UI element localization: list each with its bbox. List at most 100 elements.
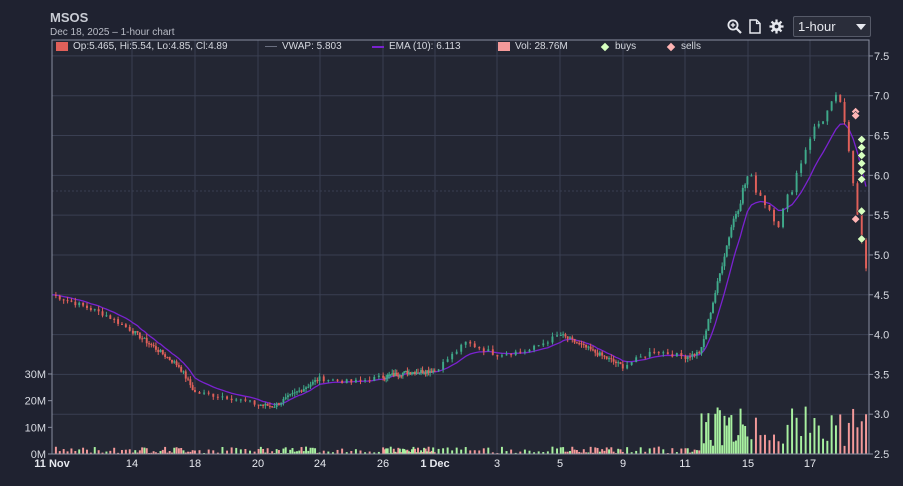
volume-bar <box>653 447 656 454</box>
candle-body <box>702 339 705 347</box>
candle-body <box>768 205 771 210</box>
volume-bar <box>856 427 859 454</box>
interval-select-value: 1-hour <box>798 19 836 34</box>
volume-bar <box>120 449 123 454</box>
volume-bar <box>293 451 296 454</box>
volume-bar <box>117 452 120 454</box>
volume-bar <box>662 449 665 454</box>
volume-tick-label: 20M <box>25 396 46 408</box>
candle-body <box>184 371 187 379</box>
time-tick-label: 1 Dec <box>420 458 449 470</box>
candle-body <box>120 323 123 325</box>
time-tick-label: 15 <box>742 458 754 470</box>
volume-bar <box>619 449 622 454</box>
candle-body <box>173 361 176 363</box>
volume-bar <box>689 452 692 454</box>
time-tick-label: 14 <box>126 458 138 470</box>
volume-axis: 30M 20M 10M 0M <box>25 369 52 461</box>
volume-bar <box>327 451 330 454</box>
candle-body <box>189 379 192 386</box>
candle-body <box>412 372 415 374</box>
candle-body <box>442 361 445 370</box>
candle-body <box>596 352 599 356</box>
sell-marker <box>851 111 861 121</box>
chart-legend: Op:5.465, Hi:5.54, Lo:4.85, Cl:4.89 VWAP… <box>52 40 869 55</box>
volume-bar <box>400 452 403 454</box>
candle-body <box>610 358 613 360</box>
candle-body <box>514 351 517 355</box>
volume-bar <box>571 446 574 454</box>
candle-body <box>421 370 424 374</box>
candle-body <box>556 335 559 337</box>
volume-tick-label: 0M <box>31 449 46 461</box>
candle-body <box>277 403 280 405</box>
candle-body <box>601 352 604 356</box>
legend-vwap: VWAP: 5.803 <box>265 41 342 52</box>
interval-select[interactable]: 1-hour <box>793 16 871 37</box>
candle-body <box>193 390 196 393</box>
volume-bar <box>221 446 224 454</box>
volume-bar <box>420 450 423 454</box>
volume-bar <box>54 446 57 454</box>
volume-bar <box>426 451 429 454</box>
candle-body <box>289 394 292 396</box>
gear-icon[interactable] <box>768 18 784 36</box>
volume-bar <box>296 451 298 454</box>
plot-area <box>52 40 869 454</box>
candle-body <box>648 351 651 357</box>
candle-body <box>734 214 737 219</box>
volume-bar <box>809 432 812 454</box>
candle-body <box>839 94 842 102</box>
volume-bar <box>621 451 624 454</box>
volume-bar <box>244 448 247 454</box>
volume-bar <box>763 434 766 454</box>
price-tick-label: 7.0 <box>874 91 889 103</box>
volume-bar <box>691 451 694 454</box>
volume-bar <box>695 450 698 454</box>
volume-bar <box>839 414 842 454</box>
volume-bar <box>307 450 310 454</box>
volume-bar <box>143 447 146 454</box>
time-tick-label: 20 <box>252 458 264 470</box>
volume-bar <box>562 447 565 454</box>
candle-body <box>750 175 753 177</box>
volume-bar <box>573 449 576 454</box>
volume-bar <box>777 441 780 454</box>
volume-bar <box>74 450 77 454</box>
legend-ohlc-text: Op:5.465, Hi:5.54, Lo:4.85, Cl:4.89 <box>73 41 228 52</box>
document-icon[interactable] <box>747 18 763 36</box>
volume-bar <box>257 449 260 454</box>
candle-body <box>117 319 120 324</box>
candle-body <box>791 192 794 195</box>
candle-body <box>598 352 601 356</box>
candle-body <box>612 359 615 362</box>
volume-bar <box>686 448 689 454</box>
candle-body <box>587 346 590 348</box>
candle-body <box>364 380 367 382</box>
candle-body <box>691 353 694 357</box>
candle-body <box>307 386 310 388</box>
candle-body <box>305 387 308 389</box>
volume-bar <box>168 451 171 454</box>
volume-bar <box>639 447 642 454</box>
candle-body <box>403 371 406 373</box>
volume-bar <box>300 447 303 454</box>
candle-body <box>423 372 426 374</box>
candle-body <box>109 315 112 319</box>
candle-body <box>594 349 597 353</box>
candle-body <box>383 377 386 379</box>
candle-body <box>427 370 430 373</box>
zoom-in-icon[interactable] <box>726 18 742 36</box>
volume-bar <box>259 446 262 454</box>
candle-body <box>464 341 467 345</box>
candle-body <box>257 404 260 406</box>
volume-bar <box>284 447 287 454</box>
volume-bar <box>705 422 708 454</box>
volume-bar <box>311 447 314 454</box>
candle-body <box>410 373 413 375</box>
candle-body <box>148 343 151 345</box>
volume-bar <box>716 407 719 454</box>
time-tick-label: 26 <box>377 458 389 470</box>
volume-bar <box>386 448 389 454</box>
